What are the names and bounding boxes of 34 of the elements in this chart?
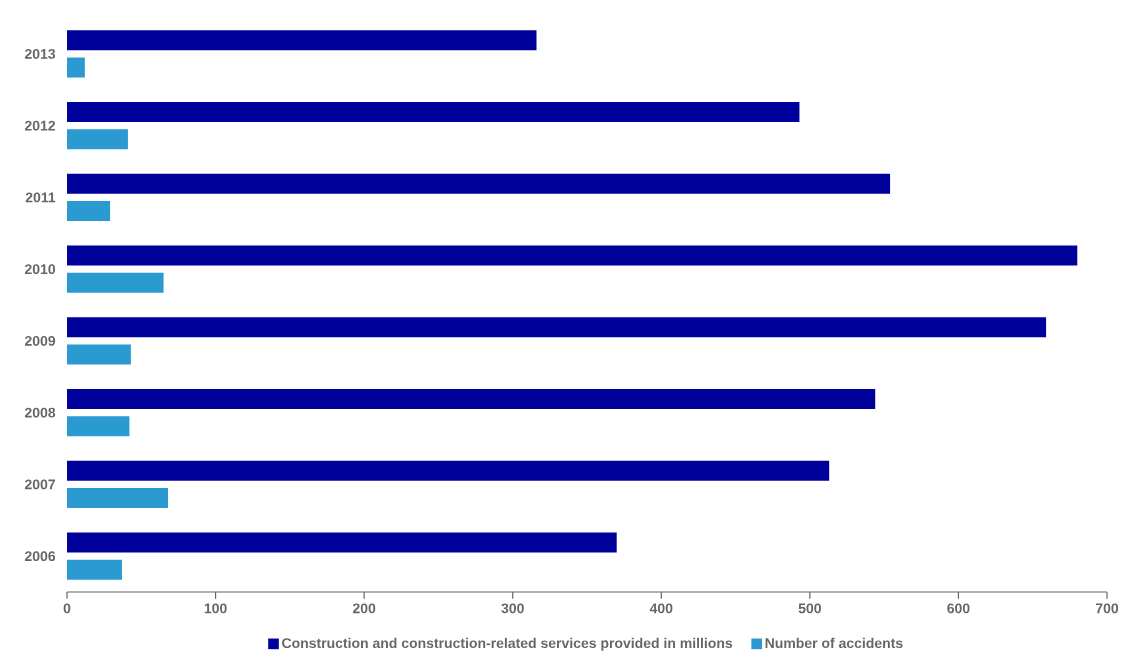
- x-tick-label: 300: [501, 603, 524, 614]
- bar: [67, 460, 830, 481]
- y-tick-label: 2011: [25, 192, 56, 203]
- bar: [67, 201, 111, 222]
- bar: [67, 57, 85, 78]
- legend-label: Number of accidents: [765, 637, 903, 649]
- y-tick-label: 2010: [24, 264, 56, 275]
- bar: [67, 101, 800, 122]
- x-tick-label: 100: [204, 603, 227, 614]
- y-tick-label: 2012: [24, 120, 56, 131]
- y-tick-label: 2008: [24, 407, 56, 418]
- bar: [67, 245, 1078, 266]
- y-tick-label: 2007: [24, 479, 56, 490]
- x-tick-label: 0: [63, 603, 71, 614]
- bar: [67, 559, 122, 580]
- bar: [67, 388, 876, 409]
- legend-label: Construction and construction-related services provided in millions: [282, 637, 733, 651]
- x-tick-label: 700: [1095, 603, 1119, 614]
- bar: [67, 129, 128, 150]
- bar: [67, 344, 131, 365]
- y-tick-label: 2006: [24, 551, 56, 562]
- bar: [67, 317, 1047, 338]
- bar: [67, 416, 130, 437]
- y-tick-label: 2009: [24, 335, 56, 346]
- bar: [67, 272, 164, 293]
- bar: [67, 173, 891, 194]
- x-tick-label: 200: [352, 603, 376, 614]
- x-tick-label: 500: [798, 603, 821, 614]
- bar: [67, 488, 169, 508]
- y-tick-label: 2013: [24, 48, 56, 59]
- bar: [67, 30, 537, 51]
- bar: [67, 532, 617, 553]
- x-tick-label: 400: [649, 603, 673, 614]
- x-tick-label: 600: [947, 603, 970, 614]
